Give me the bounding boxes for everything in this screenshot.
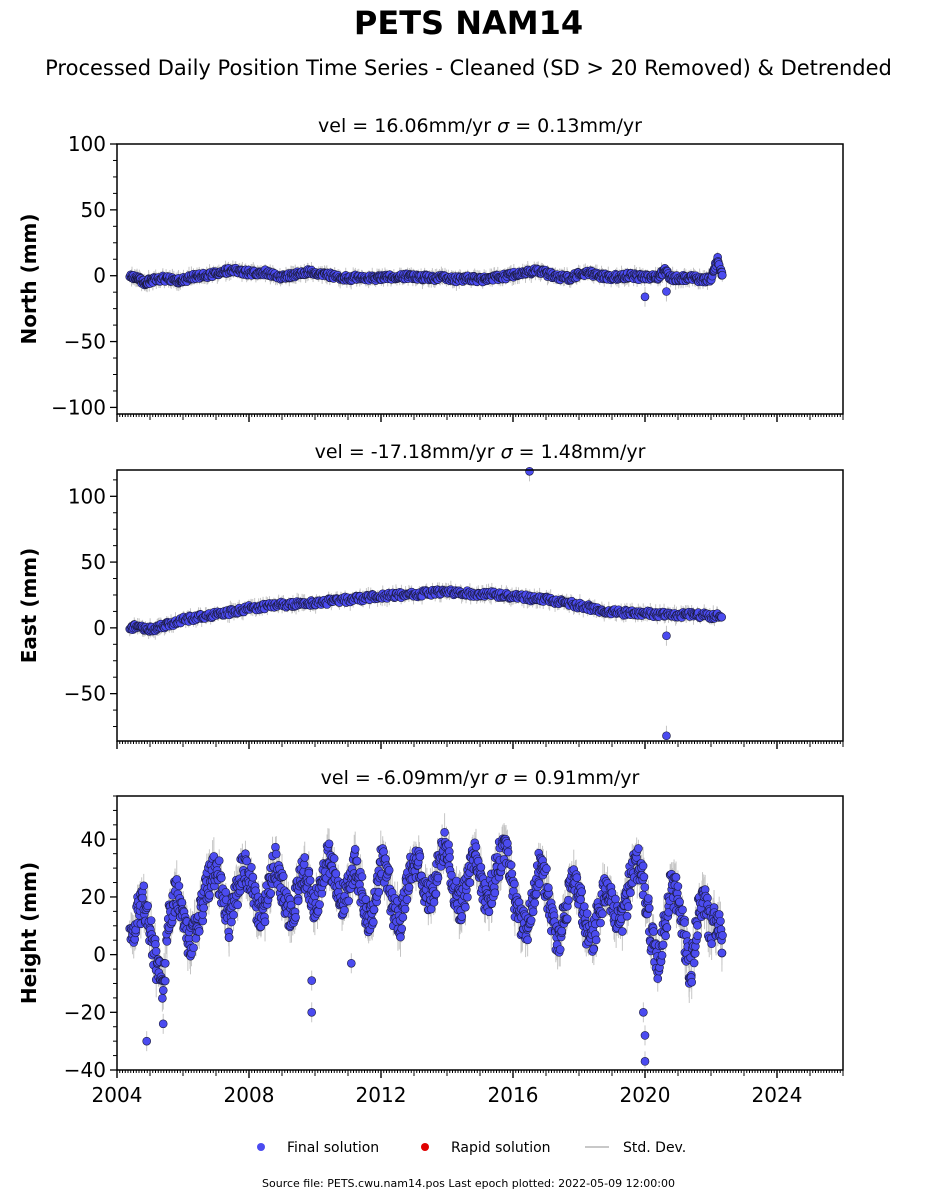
final-point <box>143 901 153 911</box>
data-cloud <box>125 467 727 741</box>
sigma-symbol: σ <box>495 767 508 789</box>
y-axis-label: Height (mm) <box>17 862 41 1004</box>
y-tick-label: −100 <box>51 395 106 419</box>
y-tick-label: −50 <box>64 682 106 706</box>
sigma-value: = 0.13mm/yr <box>509 115 642 137</box>
final-point <box>139 881 149 891</box>
data-cloud <box>125 813 727 1068</box>
velocity-value: vel = 16.06mm/yr <box>318 115 497 137</box>
y-tick-label: 100 <box>68 484 106 508</box>
y-tick-label: −50 <box>64 330 106 354</box>
y-tick-label: 0 <box>93 264 106 288</box>
velocity-label: vel = -17.18mm/yr σ = 1.48mm/yr <box>315 441 646 463</box>
outlier-point <box>662 731 671 741</box>
final-points <box>125 467 727 741</box>
final-point <box>146 916 156 925</box>
y-tick-label: 100 <box>68 132 106 156</box>
outlier-point <box>640 292 650 302</box>
sigma-symbol: σ <box>497 115 510 137</box>
y-tick-label: 0 <box>93 616 106 640</box>
final-point <box>151 947 161 956</box>
sigma-value: = 1.48mm/yr <box>513 441 646 463</box>
final-points <box>125 253 727 302</box>
sigma-symbol: σ <box>501 441 514 463</box>
sigma-value: = 0.91mm/yr <box>507 767 640 789</box>
y-tick-label: 50 <box>81 550 106 574</box>
final-point <box>717 612 727 622</box>
velocity-value: vel = -6.09mm/yr <box>321 767 495 789</box>
panel-3: vel = -6.09mm/yr σ = 0.91mm/yr Height (mm… <box>17 767 844 1107</box>
velocity-label: vel = 16.06mm/yr σ = 0.13mm/yr <box>318 115 642 137</box>
velocity-value: vel = -17.18mm/yr <box>315 441 501 463</box>
panel-2: vel = -17.18mm/yr σ = 1.48mm/yr East (mm)… <box>17 441 844 749</box>
y-tick-label: 50 <box>81 198 106 222</box>
final-point <box>717 270 727 280</box>
panel-1: vel = 16.06mm/yr σ = 0.13mm/yr North (mm)… <box>17 115 844 422</box>
chart-subtitle: Processed Daily Position Time Series - C… <box>45 56 892 80</box>
outlier-point <box>662 631 671 641</box>
panel-frame <box>116 469 844 742</box>
y-axis-label: North (mm) <box>17 213 41 344</box>
final-points <box>125 828 727 1066</box>
data-cloud <box>125 251 727 307</box>
stddev-bars <box>129 472 723 739</box>
outlier-point <box>525 467 534 476</box>
chart-title: PETS NAM14 <box>353 4 584 42</box>
final-point <box>151 939 160 949</box>
outlier-point <box>662 287 671 296</box>
y-axis-label: East (mm) <box>17 548 41 664</box>
velocity-label: vel = -6.09mm/yr σ = 0.91mm/yr <box>321 767 640 789</box>
